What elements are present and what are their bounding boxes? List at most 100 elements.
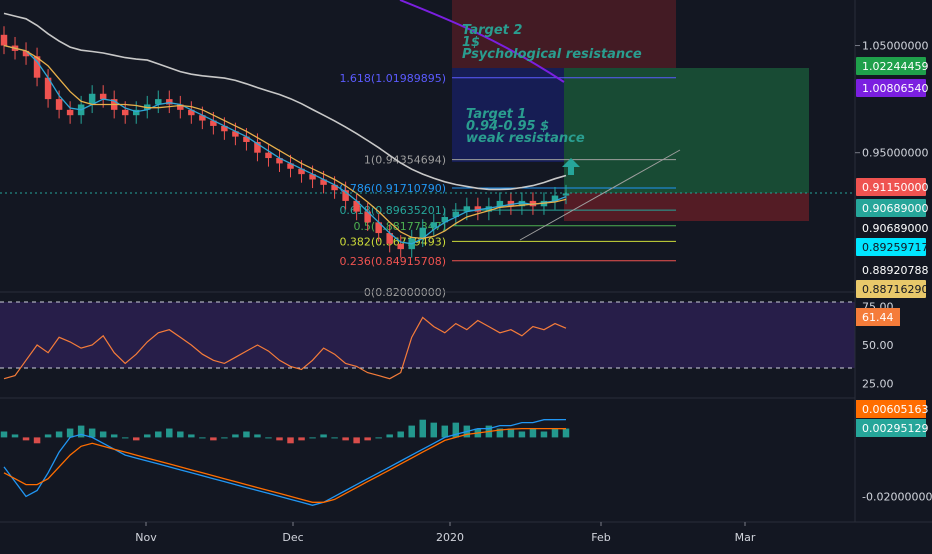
price-axis-label: 0.95000000 [862, 147, 928, 160]
annotations: Target 21$Psychological resistance Target… [462, 23, 642, 146]
moving-averages [3, 0, 681, 245]
macd-hist-bar [210, 437, 217, 441]
rsi-panel[interactable] [0, 301, 855, 380]
price-axis-label: 1.05000000 [862, 40, 928, 53]
ma-purple-line [399, 0, 565, 83]
target-red-zone [452, 0, 676, 68]
macd-hist-bar [166, 428, 173, 438]
candle-body [463, 206, 471, 212]
up-arrow-icon [562, 158, 580, 175]
price-tag [856, 57, 926, 75]
macd-hist-bar [386, 434, 393, 438]
macd-hist-bar [155, 431, 162, 438]
price-tag-label: 0.88716290 [862, 283, 928, 296]
time-axis[interactable]: Nov Dec 2020 Feb Mar [135, 522, 756, 544]
macd-hist-bar [452, 422, 460, 438]
right-price-axis[interactable]: 1.05000000 0.95000000 1.02244459 1.00806540… [855, 40, 932, 504]
candle-body [562, 193, 570, 196]
rsi-axis-label: 50.00 [862, 339, 894, 352]
ema-fast-line [3, 44, 567, 245]
macd-current-label: 0.00295129 [862, 422, 928, 435]
candle-body [188, 109, 195, 116]
candle-body [22, 50, 30, 57]
macd-hist-bar [518, 431, 526, 438]
candle-body [518, 200, 526, 207]
macd-hist-bar [99, 431, 107, 438]
stop-red-zone [564, 193, 809, 221]
price-tag-label: 0.88920788 [862, 264, 928, 277]
rsi-current-label: 61.44 [862, 311, 894, 324]
macd-hist-bar [254, 434, 261, 438]
macd-hist-bar [110, 434, 118, 438]
macd-histogram [0, 419, 570, 444]
annotation-text: Target 1 [466, 107, 526, 122]
macd-panel[interactable] [0, 418, 570, 506]
candle-body [155, 99, 162, 105]
macd-hist-bar [397, 431, 404, 438]
candle-body [44, 77, 52, 100]
ema-slow-line [3, 44, 567, 240]
candle-body [507, 200, 515, 207]
macd-hist-bar [132, 437, 140, 441]
rsi-band [0, 302, 855, 368]
candle-body [0, 34, 8, 46]
macd-hist-bar [77, 425, 85, 438]
macd-hist-bar [309, 437, 316, 439]
candle-body [452, 211, 460, 217]
candle-body [287, 163, 294, 169]
macd-hist-bar [331, 437, 338, 439]
candle-body [364, 211, 371, 223]
candle-body [353, 200, 360, 212]
macd-hist-bar [375, 437, 382, 439]
rsi-line [3, 316, 567, 380]
candle-body [386, 233, 393, 244]
macd-hist-bar [88, 428, 96, 438]
time-axis-label: Feb [591, 531, 610, 544]
macd-hist-bar [276, 437, 283, 441]
price-tag-label: 0.90689000 [862, 202, 928, 215]
macd-hist-bar [430, 422, 438, 438]
macd-current-tag [856, 400, 926, 418]
macd-hist-bar [364, 437, 371, 441]
trend-line [519, 149, 681, 241]
price-tag [856, 238, 926, 256]
target-blue-zone [452, 68, 564, 162]
candle-body [441, 216, 449, 223]
candle-body [309, 174, 316, 180]
macd-hist-bar [419, 419, 426, 438]
macd-hist-bar [55, 431, 63, 438]
candle-body [232, 131, 239, 137]
candle-body [419, 227, 426, 239]
macd-hist-bar [287, 437, 294, 444]
macd-hist-bar [0, 431, 8, 438]
macd-hist-bar [529, 428, 537, 438]
candle-body [320, 179, 327, 185]
fib-level-label: 1.618(1.01989895) [339, 72, 446, 85]
macd-hist-bar [188, 434, 195, 438]
price-tag [856, 79, 926, 97]
candle-body [276, 158, 283, 164]
macd-hist-bar [199, 437, 206, 439]
macd-hist-bar [496, 428, 504, 438]
price-tag [856, 261, 926, 279]
fib-level-label: 1(0.94354694) [364, 154, 446, 167]
price-panel[interactable]: 1.618(1.01989895) 1(0.94354694) 0.786(0.91… [0, 0, 855, 299]
candle-body [121, 109, 129, 116]
candle-body [485, 206, 493, 212]
macd-hist-bar [298, 437, 305, 441]
macd-hist-bar [121, 437, 129, 439]
macd-hist-bar [342, 437, 349, 441]
macd-hist-bar [177, 431, 184, 438]
candle-body [375, 222, 382, 234]
candle-body [551, 195, 559, 201]
candle-body [496, 200, 504, 207]
signal-line [3, 427, 567, 503]
candle-body [66, 109, 74, 116]
macd-hist-bar [22, 437, 30, 441]
candle-body [342, 190, 349, 201]
candle-body [177, 104, 184, 110]
candle-body [221, 125, 228, 132]
price-tag [856, 199, 926, 217]
